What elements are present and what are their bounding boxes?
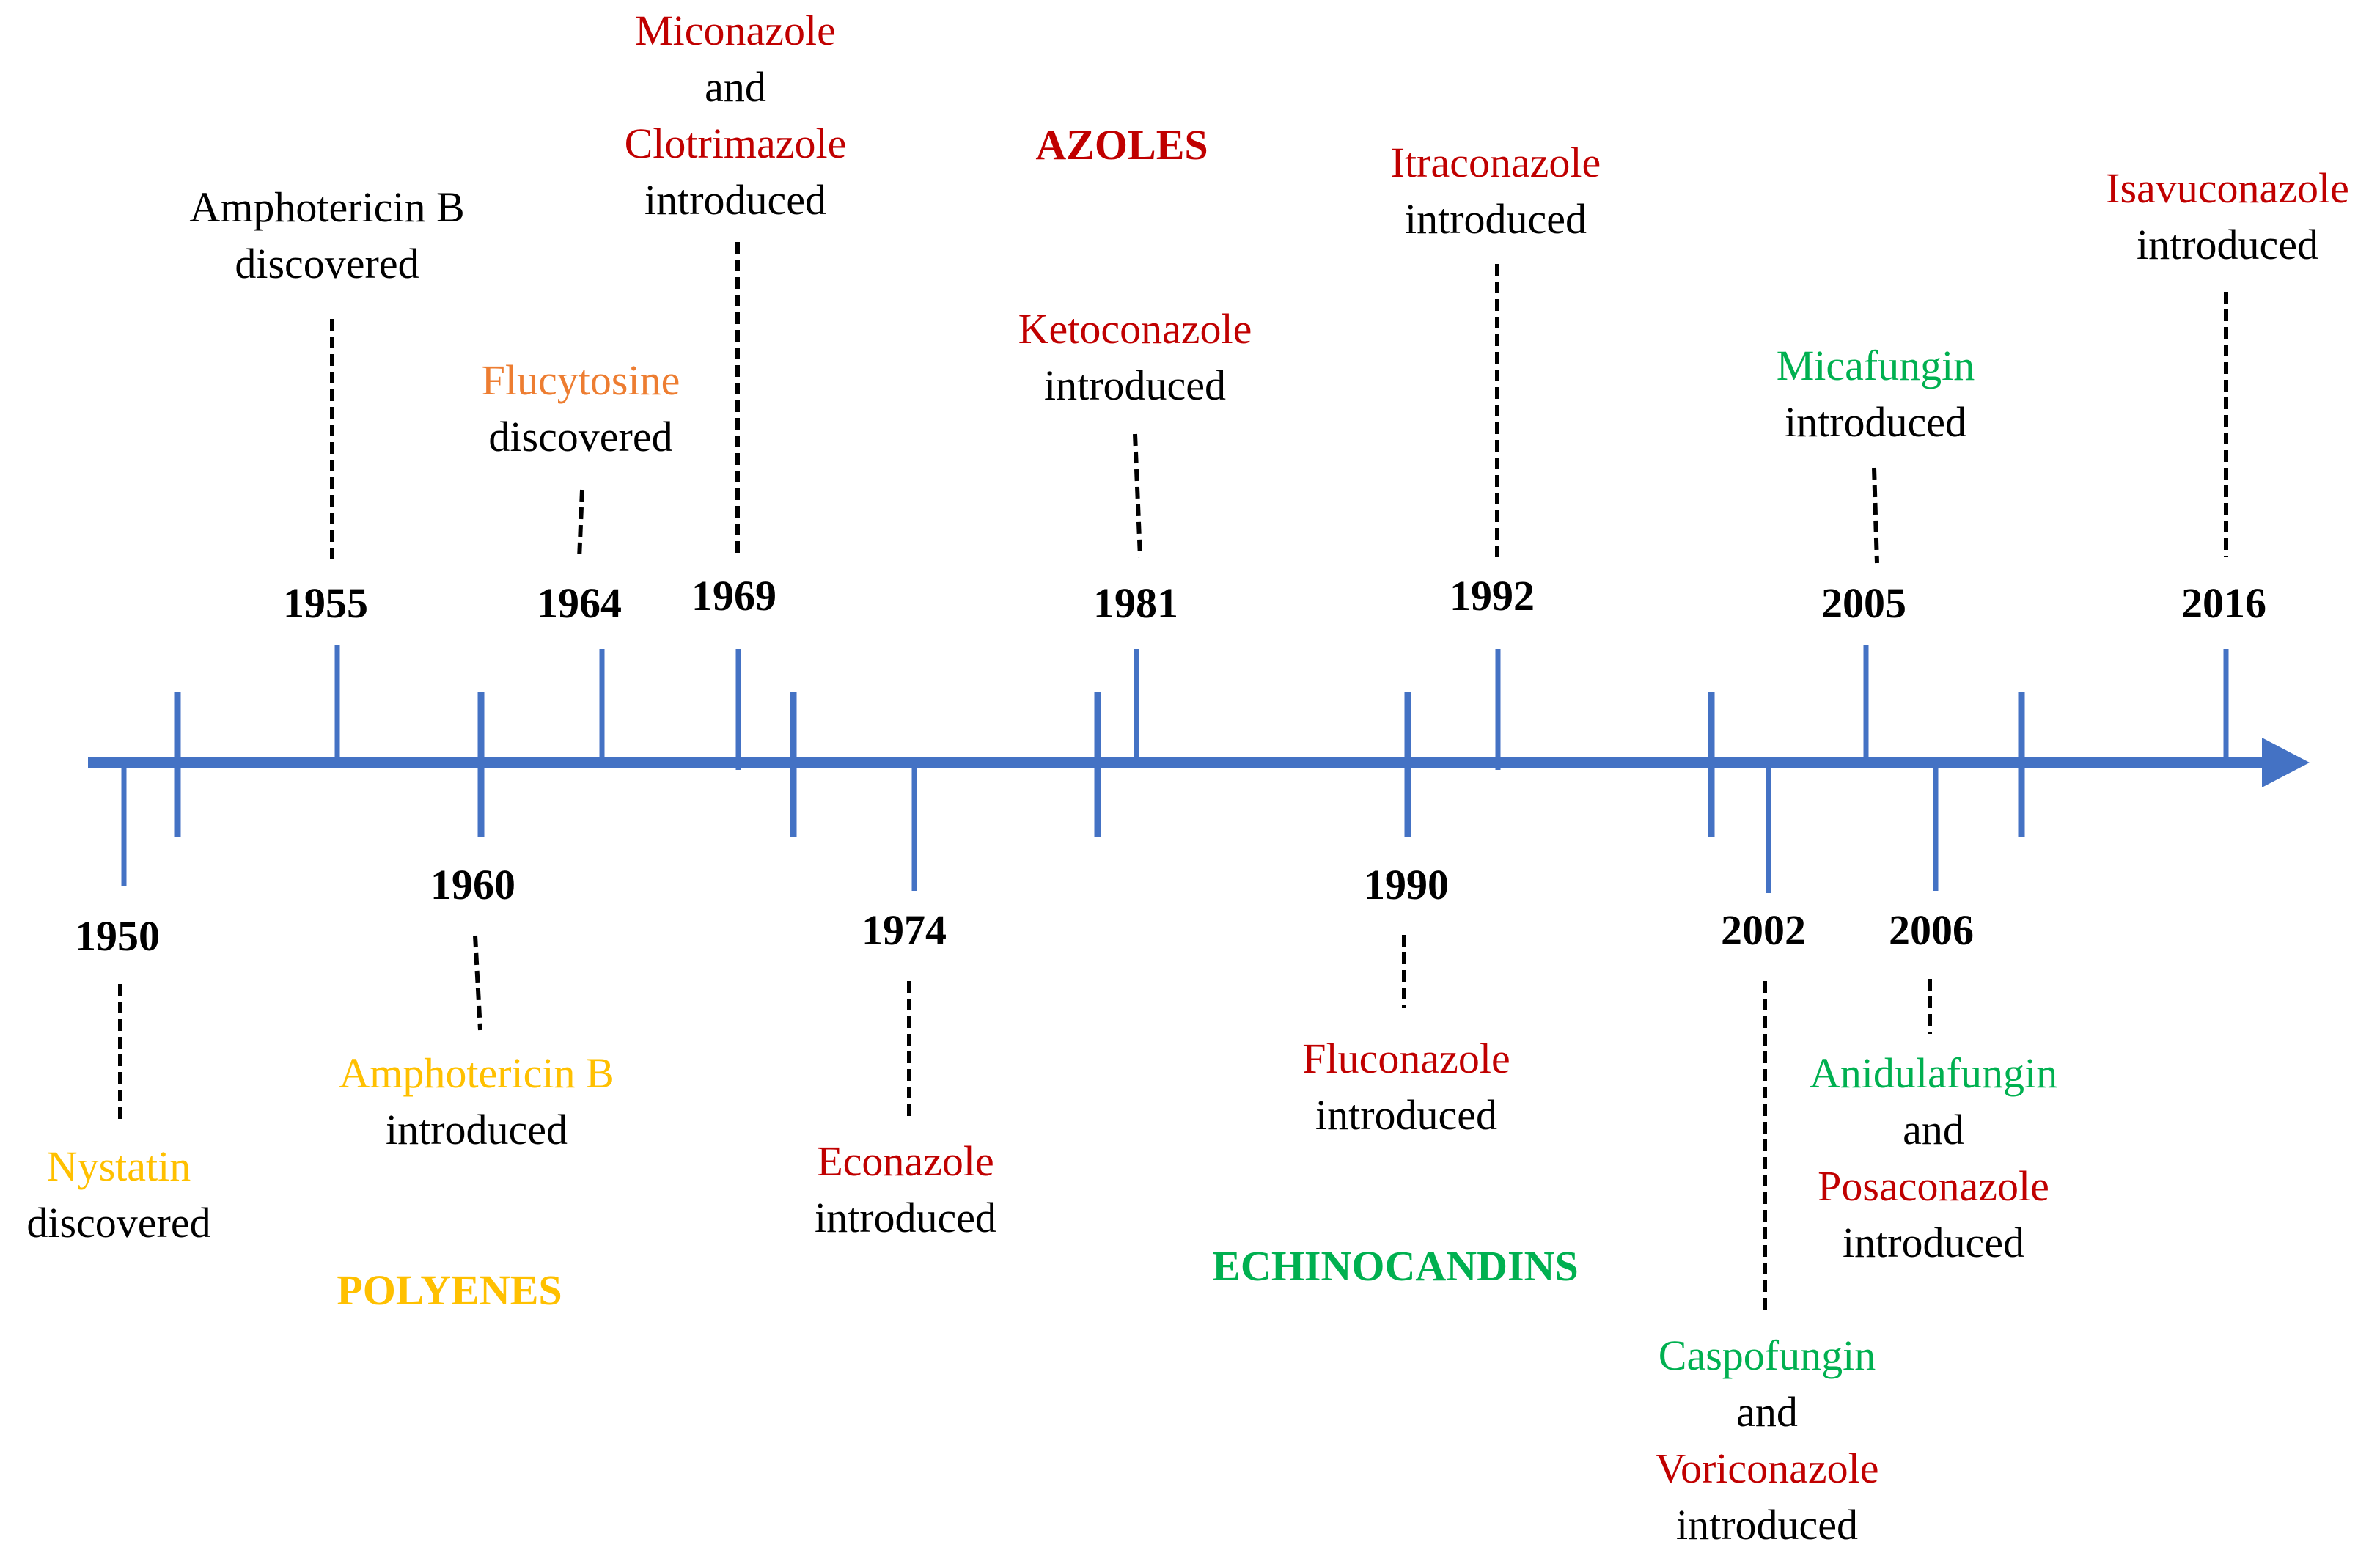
drug-name: Caspofungin (1658, 1332, 1876, 1379)
connector-2005 (1872, 467, 1879, 564)
year-label: 2016 (2181, 579, 2266, 627)
event-label-1981: Ketoconazole introduced (1018, 301, 1252, 414)
year-label: 1955 (283, 579, 368, 627)
event-action: introduced (1404, 195, 1587, 243)
year-label: 1950 (75, 912, 160, 960)
event-action: introduced (1315, 1091, 1498, 1139)
event-action: introduced (1675, 1501, 1859, 1549)
event-label-1955: Amphotericin B discovered (189, 179, 464, 292)
drug-name: Posaconazole (1818, 1162, 2049, 1210)
year-label: 1964 (537, 579, 622, 627)
year-label: 2006 (1889, 906, 1974, 954)
drug-name: Itraconazole (1390, 139, 1601, 186)
year-label: 1990 (1364, 861, 1449, 908)
year-label: 1981 (1093, 579, 1178, 627)
event-action: introduced (385, 1106, 568, 1153)
year-label: 1969 (691, 572, 776, 620)
connector-1981 (1133, 433, 1142, 558)
year-label: 2005 (1821, 579, 1906, 627)
year-label: 1992 (1450, 572, 1535, 620)
drug-name: Econazole (817, 1137, 994, 1185)
event-action: discovered (26, 1199, 211, 1247)
event-label-1950: Nystatin discovered (26, 1138, 210, 1251)
event-action: discovered (488, 413, 673, 460)
drug-name: Anidulafungin (1809, 1049, 2058, 1097)
connector-word: and (1736, 1388, 1798, 1436)
event-action: introduced (2136, 221, 2319, 268)
connector-1964 (577, 489, 584, 559)
drug-name: Micafungin (1776, 342, 1975, 389)
drug-name: Amphotericin B (189, 183, 465, 231)
class-heading-azoles: AZOLES (1035, 121, 1208, 169)
event-label-1992: Itraconazole introduced (1391, 134, 1601, 247)
drug-name: Flucytosine (481, 356, 680, 404)
event-label-1960: Amphotericin B introduced (339, 1045, 614, 1158)
drug-name: Ketoconazole (1018, 305, 1252, 353)
event-action: introduced (1784, 398, 1967, 446)
event-label-2016: Isavuconazole introduced (2106, 160, 2349, 273)
drug-name: Isavuconazole (2106, 164, 2349, 212)
year-label: 2002 (1721, 906, 1806, 954)
event-action: introduced (1043, 361, 1227, 409)
event-label-2002: Caspofungin and Voriconazole introduced (1656, 1327, 1879, 1553)
year-label: 1974 (862, 906, 947, 954)
event-label-2006: Anidulafungin and Posaconazole introduce… (1810, 1045, 2057, 1271)
drug-name: Voriconazole (1655, 1444, 1879, 1492)
event-action: introduced (644, 176, 827, 224)
event-action: introduced (814, 1194, 997, 1241)
timeline-arrowhead (2262, 738, 2310, 787)
class-heading-polyenes: POLYENES (337, 1266, 562, 1314)
drug-name: Clotrimazole (624, 120, 847, 167)
drug-name: Miconazole (635, 7, 836, 54)
event-label-2005: Micafungin introduced (1777, 337, 1975, 450)
drug-name: Nystatin (46, 1142, 191, 1190)
class-heading-echinocandins: ECHINOCANDINS (1212, 1242, 1579, 1290)
connector-word: and (705, 63, 766, 111)
connector-word: and (1903, 1106, 1964, 1153)
event-action: introduced (1842, 1219, 2025, 1266)
drug-name: Fluconazole (1302, 1035, 1510, 1082)
event-action: discovered (235, 240, 419, 287)
event-label-1990: Fluconazole introduced (1302, 1030, 1510, 1143)
event-label-1969: Miconazole and Clotrimazole introduced (625, 2, 847, 228)
connector-1960 (473, 935, 482, 1031)
event-label-1964: Flucytosine discovered (482, 352, 680, 465)
year-label: 1960 (430, 861, 515, 908)
event-label-1974: Econazole introduced (815, 1133, 996, 1246)
drug-name: Amphotericin B (339, 1049, 614, 1097)
